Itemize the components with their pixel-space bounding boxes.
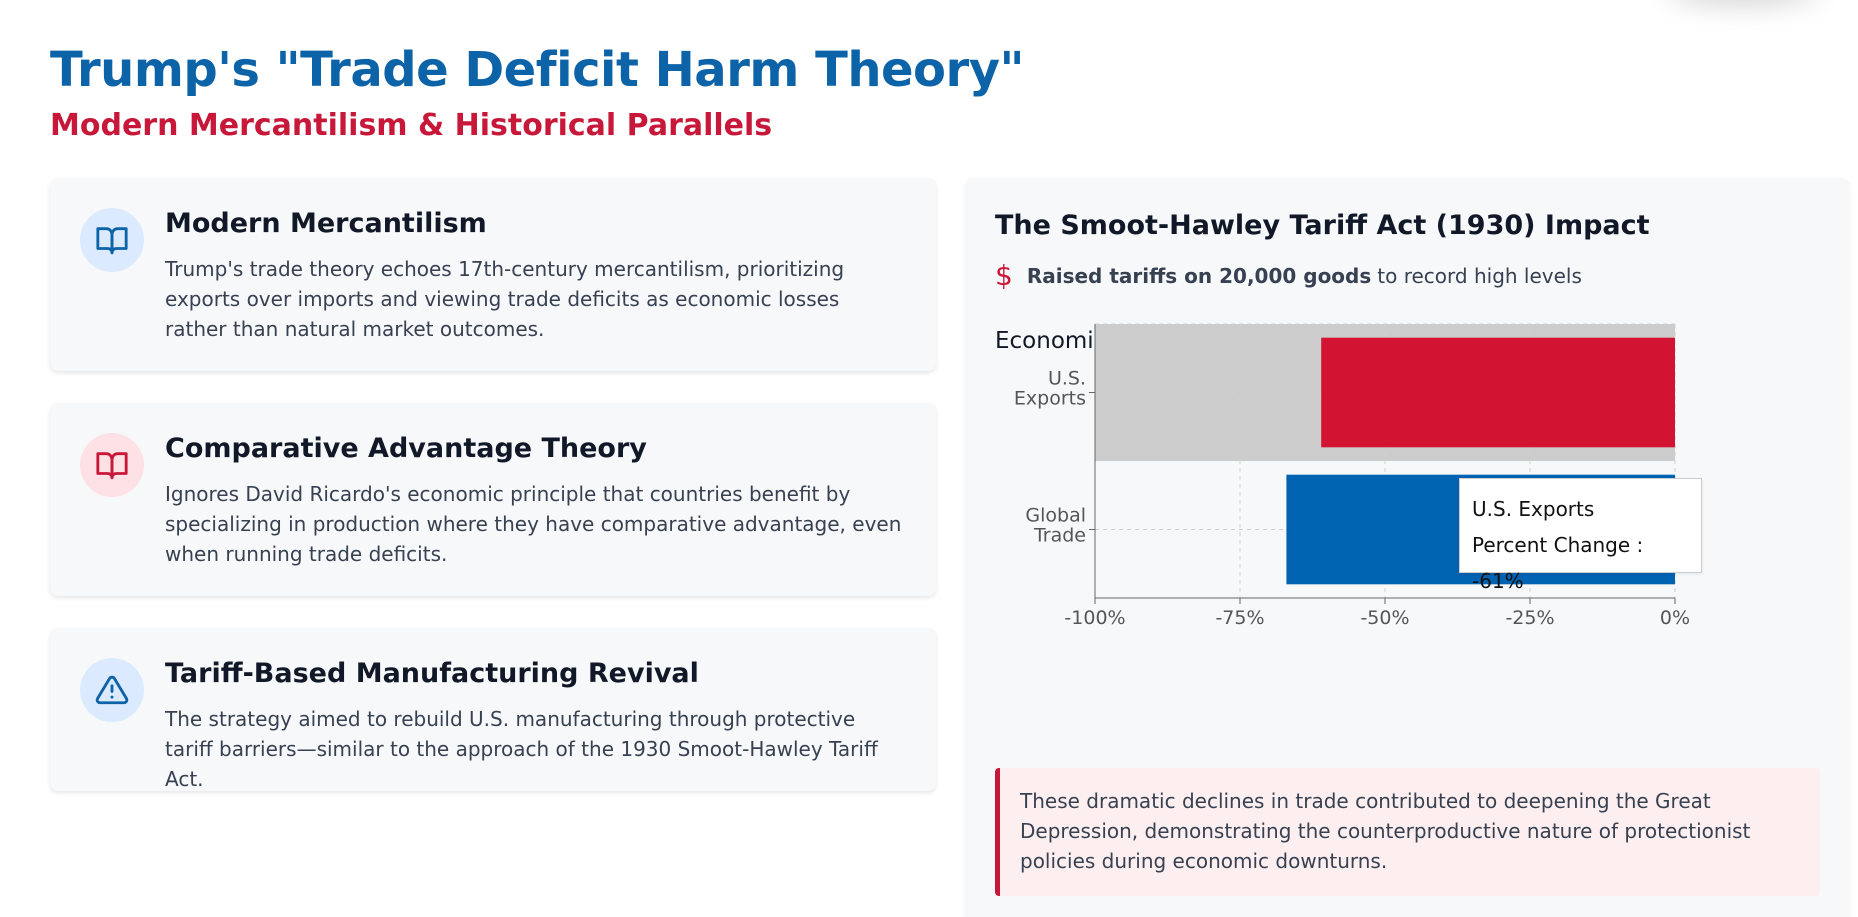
card-tariff-manufacturing: Tariff-Based Manufacturing Revival The s… [50, 628, 936, 791]
card-title: Comparative Advantage Theory [165, 433, 647, 464]
x-tick-label: 0% [1660, 607, 1690, 629]
book-icon [80, 433, 144, 497]
tooltip-value: Percent Change : -61% [1472, 533, 1644, 593]
page-title: Trump's "Trade Deficit Harm Theory" [50, 42, 1025, 98]
panel-title: The Smoot-Hawley Tariff Act (1930) Impac… [995, 210, 1650, 241]
y-tick-label: Global Trade [1025, 505, 1086, 547]
tariff-fact-rest: to record high levels [1377, 264, 1582, 288]
smoot-hawley-panel: The Smoot-Hawley Tariff Act (1930) Impac… [965, 178, 1850, 917]
card-title: Tariff-Based Manufacturing Revival [165, 658, 699, 689]
depression-note: These dramatic declines in trade contrib… [995, 768, 1820, 896]
x-tick-label: -50% [1360, 607, 1409, 629]
card-text: Ignores David Ricardo's economic princip… [165, 482, 902, 566]
tooltip-category: U.S. Exports [1472, 497, 1595, 521]
tariff-fact-bold: Raised tariffs on 20,000 goods [1026, 264, 1372, 288]
chart-tooltip: U.S. Exports Percent Change : -61% [1459, 478, 1702, 593]
card-modern-mercantilism: Modern Mercantilism Trump's trade theory… [50, 178, 936, 371]
card-title: Modern Mercantilism [165, 208, 487, 239]
bar-u-s-exports [1321, 337, 1675, 448]
book-icon [80, 208, 144, 272]
page-subtitle: Modern Mercantilism & Historical Paralle… [50, 108, 773, 143]
warning-icon [80, 658, 144, 722]
y-tick-label: U.S. Exports [1014, 368, 1086, 410]
x-tick-label: -25% [1505, 607, 1554, 629]
card-text: The strategy aimed to rebuild U.S. manuf… [165, 707, 878, 791]
x-tick-label: -100% [1064, 607, 1125, 629]
card-comparative-advantage: Comparative Advantage Theory Ignores Dav… [50, 403, 936, 596]
card-text: Trump's trade theory echoes 17th-century… [165, 257, 845, 341]
tariff-fact: $ Raised tariffs on 20,000 goods to reco… [995, 262, 1582, 290]
dollar-icon: $ [995, 259, 1013, 292]
consequences-bar-chart: -100% -75% -50% -25% 0% U.S. Exports Global Trad… [1014, 323, 1690, 629]
x-tick-label: -75% [1215, 607, 1264, 629]
